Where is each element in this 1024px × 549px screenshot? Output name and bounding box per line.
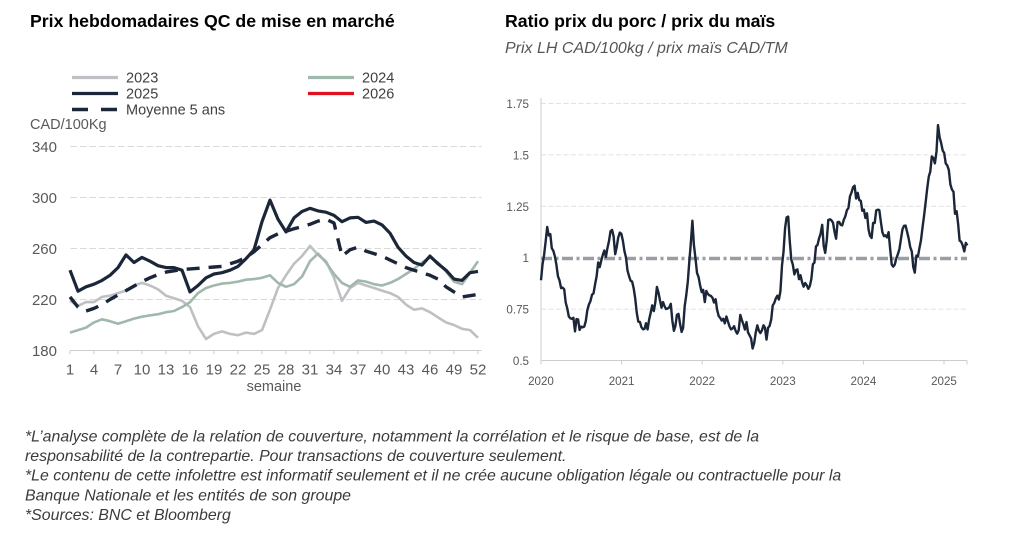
svg-text:16: 16 bbox=[182, 362, 199, 379]
svg-text:Prix LH CAD/100kg / prix maïs: Prix LH CAD/100kg / prix maïs CAD/TM bbox=[505, 40, 788, 57]
svg-text:7: 7 bbox=[114, 362, 122, 379]
svg-text:4: 4 bbox=[90, 362, 98, 379]
svg-text:2025: 2025 bbox=[126, 87, 158, 103]
svg-text:220: 220 bbox=[32, 292, 57, 309]
svg-text:Moyenne 5 ans: Moyenne 5 ans bbox=[126, 103, 225, 119]
svg-text:1: 1 bbox=[523, 252, 529, 265]
svg-text:0.5: 0.5 bbox=[513, 355, 529, 368]
svg-text:19: 19 bbox=[206, 362, 223, 379]
svg-text:*Le contenu de cette infolettr: *Le contenu de cette infolettre est info… bbox=[25, 468, 841, 485]
svg-text:2023: 2023 bbox=[126, 71, 158, 87]
svg-text:responsabilité de la contrepar: responsabilité de la contrepartie. Pour … bbox=[25, 448, 566, 465]
svg-text:2022: 2022 bbox=[689, 375, 715, 388]
svg-text:2023: 2023 bbox=[770, 375, 796, 388]
svg-text:0.75: 0.75 bbox=[506, 304, 529, 317]
svg-text:10: 10 bbox=[134, 362, 151, 379]
svg-text:37: 37 bbox=[350, 362, 367, 379]
svg-text:1.25: 1.25 bbox=[506, 201, 529, 214]
svg-text:300: 300 bbox=[32, 190, 57, 207]
svg-text:Ratio prix du porc / prix du m: Ratio prix du porc / prix du maïs bbox=[505, 11, 775, 31]
svg-text:25: 25 bbox=[254, 362, 271, 379]
svg-text:28: 28 bbox=[278, 362, 295, 379]
svg-text:Banque Nationale et les entité: Banque Nationale et les entités de son g… bbox=[25, 487, 351, 504]
svg-text:*L’analyse complète de la rela: *L’analyse complète de la relation de co… bbox=[25, 429, 759, 446]
svg-text:2025: 2025 bbox=[931, 375, 957, 388]
svg-text:2020: 2020 bbox=[528, 375, 554, 388]
svg-text:49: 49 bbox=[446, 362, 463, 379]
svg-text:34: 34 bbox=[326, 362, 343, 379]
svg-text:40: 40 bbox=[374, 362, 391, 379]
svg-text:1.5: 1.5 bbox=[513, 149, 529, 162]
svg-text:Prix hebdomadaires QC de mise: Prix hebdomadaires QC de mise en marché bbox=[30, 11, 395, 31]
svg-text:52: 52 bbox=[470, 362, 487, 379]
svg-text:1.75: 1.75 bbox=[506, 98, 529, 111]
svg-text:43: 43 bbox=[398, 362, 415, 379]
svg-text:340: 340 bbox=[32, 139, 57, 156]
svg-text:180: 180 bbox=[32, 343, 57, 360]
svg-text:2021: 2021 bbox=[609, 375, 635, 388]
svg-text:2026: 2026 bbox=[362, 87, 394, 103]
svg-text:2024: 2024 bbox=[851, 375, 877, 388]
svg-text:260: 260 bbox=[32, 241, 57, 258]
svg-text:22: 22 bbox=[230, 362, 247, 379]
svg-text:1: 1 bbox=[66, 362, 74, 379]
svg-text:semaine: semaine bbox=[247, 379, 302, 395]
svg-text:2024: 2024 bbox=[362, 71, 394, 87]
svg-text:13: 13 bbox=[158, 362, 175, 379]
svg-text:*Sources: BNC et Bloomberg: *Sources: BNC et Bloomberg bbox=[25, 507, 231, 524]
svg-text:46: 46 bbox=[422, 362, 439, 379]
svg-text:31: 31 bbox=[302, 362, 319, 379]
svg-text:CAD/100Kg: CAD/100Kg bbox=[30, 117, 107, 133]
